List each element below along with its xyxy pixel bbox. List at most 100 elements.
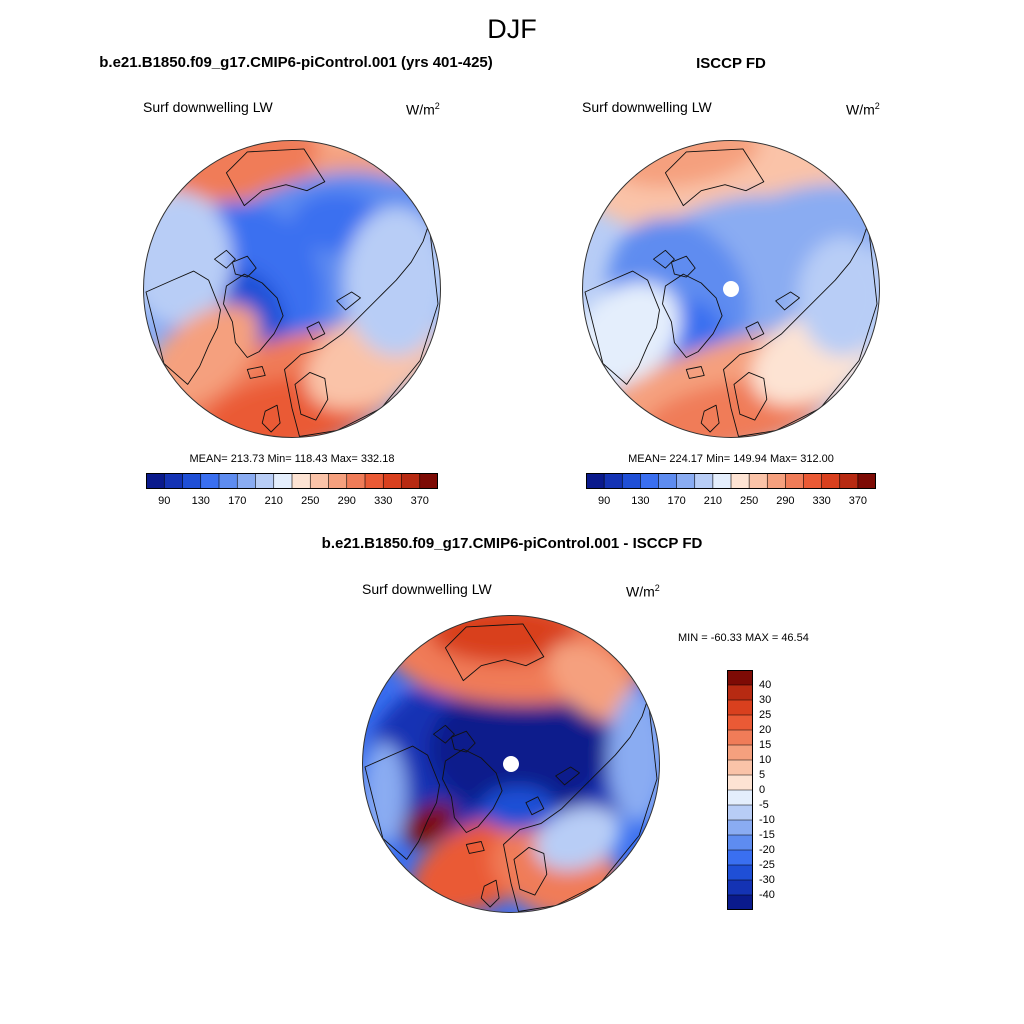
colorbar-box [419,473,438,489]
colorbar-tick-label: -40 [759,889,775,901]
colorbar-box [640,473,659,489]
colorbar-tick-label: 370 [848,495,868,507]
colorbar-box [146,473,165,489]
colorbar-box [727,715,753,731]
colorbar-box [328,473,348,489]
colorbar-tick-label: 210 [703,495,723,507]
coastline-canada [364,745,440,860]
colorbar-box [731,473,750,489]
colorbar-box [676,473,696,489]
colorbar-box [658,473,677,489]
model-colorbar [146,473,438,489]
coastline-iceland [685,366,705,379]
colorbar-tick-label: 10 [759,754,772,766]
colorbar-tick-label: -15 [759,829,775,841]
obs-colorbar-ticks: 90 130 170 210 250 290 330 370 [586,495,876,509]
colorbar-box [365,473,384,489]
colorbar-box [727,670,753,686]
colorbar-box [383,473,402,489]
colorbar-box [164,473,183,489]
colorbar-tick-label: 30 [759,694,772,706]
colorbar-box [401,473,421,489]
colorbar-tick-label: 170 [228,495,247,507]
diff-minmax-stats: MIN = -60.33 MAX = 46.54 [678,632,809,644]
colorbar-box [727,895,753,910]
colorbar-tick-label: 130 [191,495,210,507]
coastline-alaska [664,148,765,207]
colorbar-box [182,473,202,489]
coastline-arch2 [214,249,236,269]
colorbar-tick-label: 370 [410,495,429,507]
colorbar-tick-label: 210 [264,495,283,507]
obs-polar-map [582,140,880,438]
coastline-novaya [775,291,800,311]
colorbar-box [237,473,256,489]
colorbar-box [749,473,768,489]
colorbar-tick-label: 90 [598,495,611,507]
coastline-arch1 [231,255,257,278]
colorbar-tick-label: 25 [759,709,772,721]
coastline-arch1 [450,730,476,753]
colorbar-tick-label: -20 [759,844,775,856]
colorbar-box [712,473,732,489]
obs-units-label: W/m2 [846,101,880,118]
colorbar-tick-label: 0 [759,784,766,796]
coastline-alaska [444,623,545,682]
colorbar-box [727,805,753,821]
colorbar-box [694,473,714,489]
coastline-scandinavia [294,371,329,421]
colorbar-tick-label: 20 [759,724,772,736]
colorbar-box [586,473,605,489]
colorbar-box [727,745,753,761]
model-stats: MEAN= 213.73 Min= 118.43 Max= 332.18 [189,453,395,465]
coastline-canada [584,270,660,385]
colorbar-box [821,473,841,489]
diff-polar-map [362,615,660,913]
colorbar-box [727,880,753,896]
colorbar-box [727,835,753,851]
model-panel-title: b.e21.B1850.f09_g17.CMIP6-piControl.001 … [99,54,493,71]
coastline-svalbard [745,321,765,341]
coastline-iceland [465,841,485,854]
colorbar-box [857,473,876,489]
colorbar-tick-label: 330 [374,495,393,507]
coastline-eurasia [503,697,658,912]
coastline-scandinavia [733,371,768,421]
colorbar-box [767,473,786,489]
colorbar-box [785,473,804,489]
model-colorbar-ticks: 90 130 170 210 250 290 330 370 [146,495,438,509]
coastline-alaska [225,148,326,207]
model-units-label: W/m2 [406,101,440,118]
colorbar-box [273,473,293,489]
colorbar-box [727,820,753,836]
colorbar-box [604,473,623,489]
diff-variable-label: Surf downwelling LW [362,581,492,597]
colorbar-box [346,473,366,489]
colorbar-box [839,473,859,489]
coastline-iceland [246,366,266,379]
colorbar-box [727,775,753,791]
colorbar-box [803,473,822,489]
diff-colorbar [727,670,753,910]
colorbar-tick-label: 170 [667,495,686,507]
colorbar-box [622,473,641,489]
colorbar-box [727,850,753,866]
colorbar-tick-label: 90 [158,495,171,507]
coastline-uk [480,879,500,908]
model-polar-map [143,140,441,438]
coastline-eurasia [723,222,878,437]
coastline-arch2 [653,249,675,269]
obs-colorbar [586,473,876,489]
colorbar-tick-label: -25 [759,859,775,871]
colorbar-box [727,685,753,701]
diff-units-label: W/m2 [626,583,660,600]
colorbar-box [727,865,753,881]
colorbar-tick-label: 5 [759,769,766,781]
colorbar-tick-label: 250 [301,495,320,507]
coastline-svalbard [306,321,326,341]
colorbar-tick-label: -30 [759,874,775,886]
colorbar-tick-label: 40 [759,679,772,691]
coastline-novaya [555,766,580,786]
coastline-svalbard [525,796,545,816]
colorbar-tick-label: -5 [759,799,769,811]
